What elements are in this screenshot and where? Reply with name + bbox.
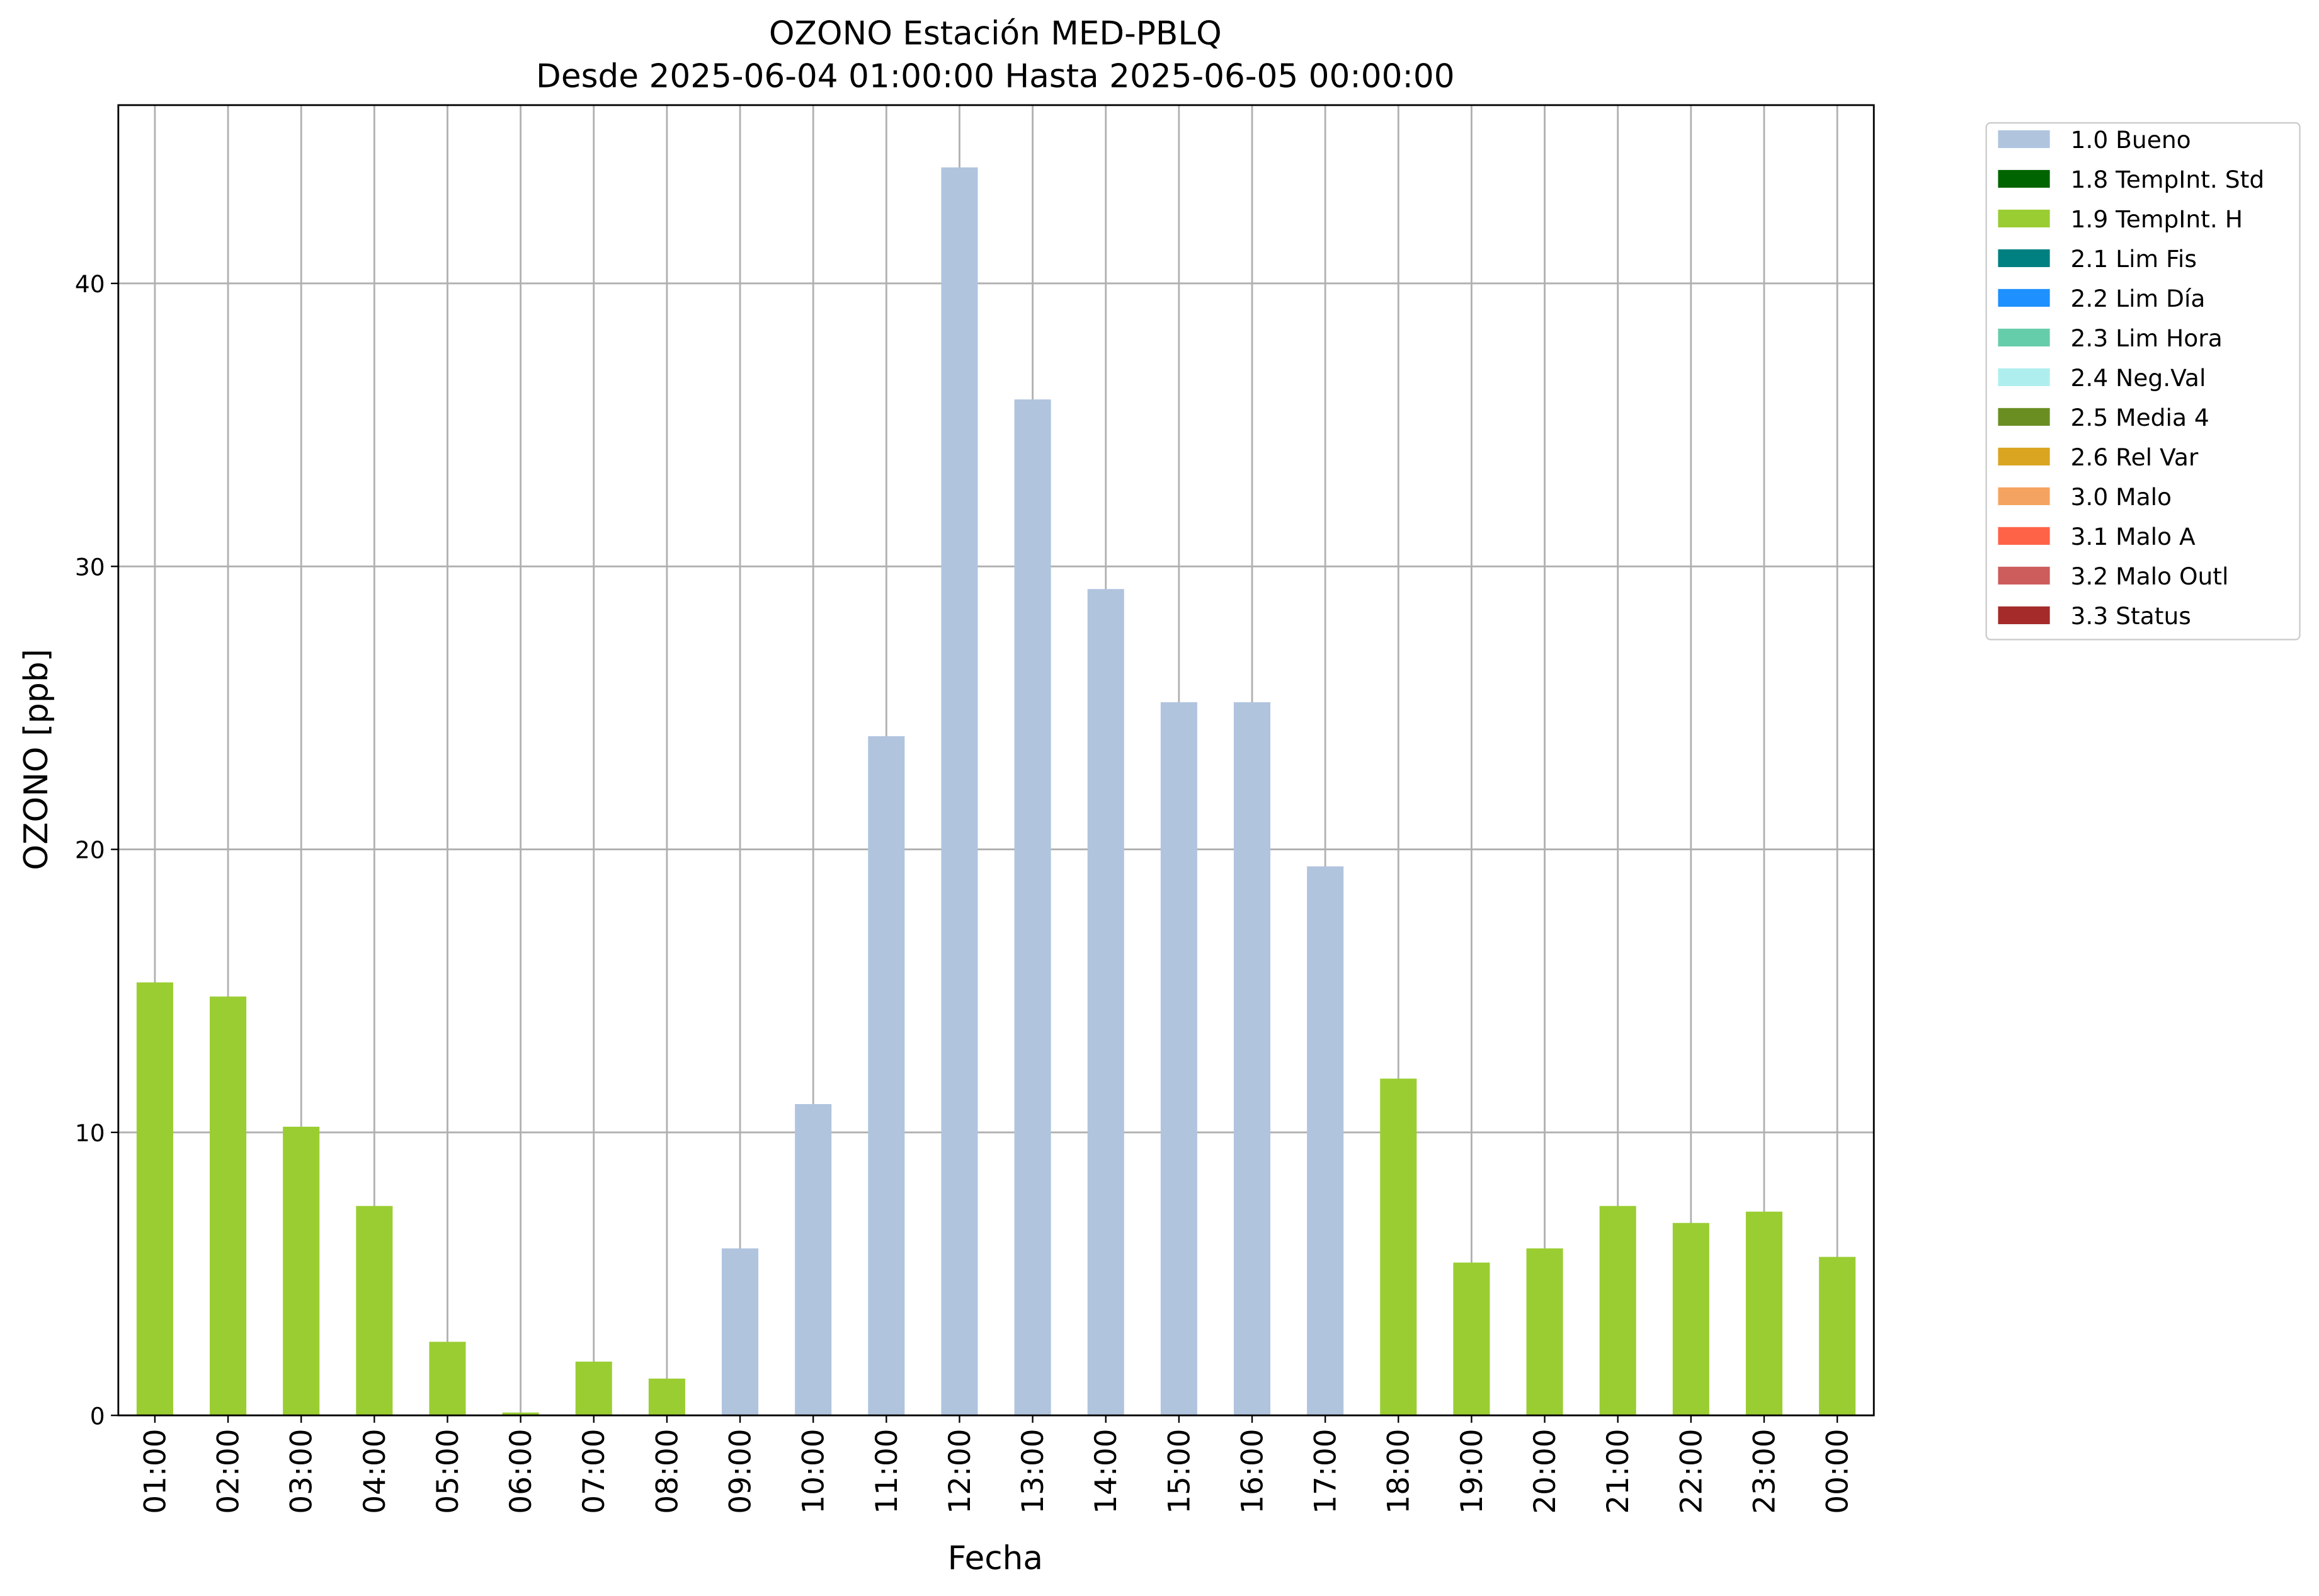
x-tick-label: 14:00 xyxy=(1089,1428,1124,1513)
legend-label: 2.4 Neg.Val xyxy=(2071,364,2206,392)
x-tick-label: 04:00 xyxy=(358,1428,392,1513)
legend-label: 2.2 Lim Día xyxy=(2071,285,2206,312)
y-tick-label: 20 xyxy=(75,836,105,864)
bars xyxy=(136,167,1856,1416)
legend-swatch xyxy=(1998,606,2050,625)
legend-label: 3.0 Malo xyxy=(2071,483,2172,511)
legend-label: 2.6 Rel Var xyxy=(2071,443,2199,471)
bar xyxy=(1380,1078,1417,1416)
bar xyxy=(1819,1257,1856,1416)
legend-label: 2.3 Lim Hora xyxy=(2071,324,2223,352)
x-tick-label: 06:00 xyxy=(504,1428,538,1513)
x-tick-label: 21:00 xyxy=(1601,1428,1636,1513)
x-tick-label: 01:00 xyxy=(138,1428,173,1513)
x-tick-label: 20:00 xyxy=(1528,1428,1563,1513)
x-tick-label: 03:00 xyxy=(285,1428,319,1513)
bar xyxy=(1672,1223,1709,1416)
bar xyxy=(1745,1211,1783,1416)
bar xyxy=(1599,1206,1636,1416)
legend-swatch xyxy=(1998,169,2050,188)
bar xyxy=(868,736,905,1416)
bar xyxy=(1014,399,1051,1416)
bar xyxy=(1087,589,1124,1416)
legend-swatch xyxy=(1998,209,2050,228)
legend-label: 3.3 Status xyxy=(2071,602,2191,630)
bar xyxy=(1453,1262,1490,1416)
chart-subtitle: Desde 2025-06-04 01:00:00 Hasta 2025-06-… xyxy=(536,58,1455,96)
bar xyxy=(136,982,173,1416)
legend-label: 1.8 TempInt. Std xyxy=(2071,166,2265,193)
legend-swatch xyxy=(1998,368,2050,387)
y-axis-label: OZONO [ppb] xyxy=(18,649,55,870)
bar xyxy=(283,1126,320,1416)
bar xyxy=(1233,702,1271,1416)
x-tick-label: 16:00 xyxy=(1235,1428,1270,1513)
legend-swatch xyxy=(1998,447,2050,466)
x-tick-label: 00:00 xyxy=(1821,1428,1855,1513)
x-tick-label: 15:00 xyxy=(1162,1428,1197,1513)
x-tick-label: 10:00 xyxy=(797,1428,831,1513)
x-axis-label: Fecha xyxy=(948,1540,1043,1578)
legend-swatch xyxy=(1998,566,2050,585)
axes: 0 10 20 30 40 01:00 02:00 03:00 04:00 05:00 06:00 0… xyxy=(75,270,1855,1514)
legend-label: 3.2 Malo Outl xyxy=(2071,562,2229,590)
y-tick-label: 0 xyxy=(90,1402,105,1430)
bar xyxy=(575,1361,612,1416)
x-tick-label: 17:00 xyxy=(1309,1428,1343,1513)
bar xyxy=(210,996,247,1416)
x-tick-label: 11:00 xyxy=(870,1428,904,1513)
legend-swatch xyxy=(1998,487,2050,506)
bar xyxy=(648,1378,685,1416)
legend-swatch xyxy=(1998,408,2050,426)
x-tick-label: 05:00 xyxy=(431,1428,465,1513)
y-tick-label: 30 xyxy=(75,553,105,581)
bar xyxy=(1160,702,1197,1416)
x-tick-label: 18:00 xyxy=(1382,1428,1416,1513)
legend-swatch xyxy=(1998,130,2050,149)
x-tick-label: 23:00 xyxy=(1747,1428,1782,1513)
x-tick-label: 19:00 xyxy=(1455,1428,1490,1513)
legend-label: 2.1 Lim Fis xyxy=(2071,245,2197,273)
legend-swatch xyxy=(1998,288,2050,307)
legend-box xyxy=(1985,122,2301,641)
legend-swatch xyxy=(1998,249,2050,268)
x-tick-label: 22:00 xyxy=(1674,1428,1709,1513)
bar xyxy=(429,1342,466,1416)
bar xyxy=(941,167,978,1416)
legend-label: 1.9 TempInt. H xyxy=(2071,205,2243,233)
legend-swatch xyxy=(1998,527,2050,545)
bar xyxy=(356,1206,393,1416)
x-tick-label: 09:00 xyxy=(723,1428,758,1513)
legend: 1.0 Bueno 1.8 TempInt. Std 1.9 TempInt. H 2… xyxy=(1998,126,2264,630)
x-tick-label: 02:00 xyxy=(212,1428,246,1513)
legend-swatch xyxy=(1998,328,2050,347)
bar xyxy=(1526,1248,1563,1416)
x-tick-label: 13:00 xyxy=(1016,1428,1051,1513)
x-tick-label: 08:00 xyxy=(650,1428,685,1513)
bar xyxy=(502,1412,539,1416)
y-tick-label: 10 xyxy=(75,1119,105,1147)
bar xyxy=(795,1103,832,1416)
bar xyxy=(1307,866,1344,1416)
x-tick-label: 07:00 xyxy=(577,1428,612,1513)
plot-frame xyxy=(117,104,1875,1416)
x-tick-label: 12:00 xyxy=(943,1428,977,1513)
y-tick-label: 40 xyxy=(75,270,105,298)
bar xyxy=(722,1248,759,1416)
legend-label: 2.5 Media 4 xyxy=(2071,404,2209,431)
legend-label: 1.0 Bueno xyxy=(2071,126,2191,154)
chart-title: OZONO Estación MED-PBLQ xyxy=(769,14,1222,52)
legend-label: 3.1 Malo A xyxy=(2071,523,2196,550)
